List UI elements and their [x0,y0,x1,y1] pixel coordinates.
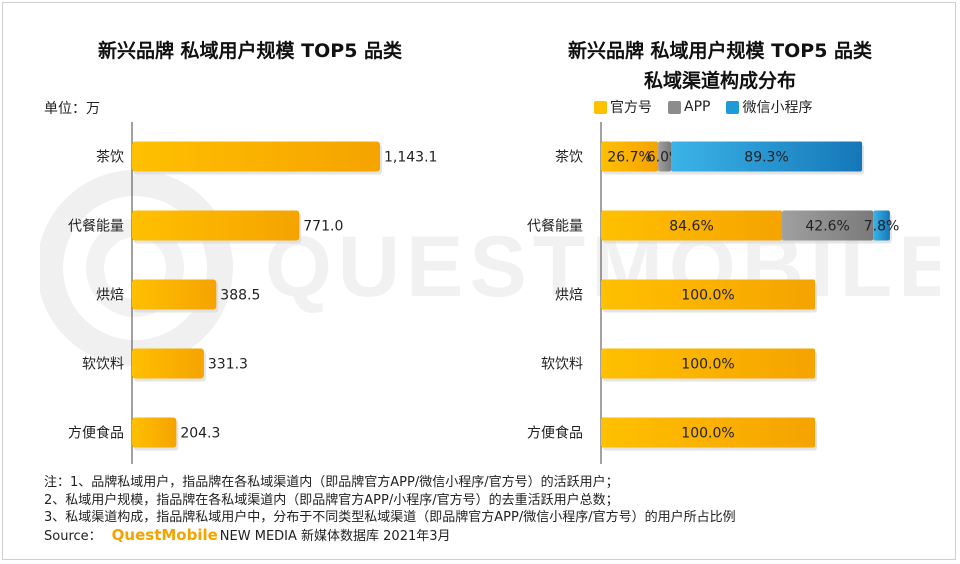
left-value-label-2: 388.5 [220,288,260,304]
source-label: Source： [44,528,102,544]
legend-swatch-app [668,100,681,114]
left-value-label-1: 771.0 [303,219,343,235]
right-category-label-3: 软饮料 [541,357,583,373]
right-segment-label-0-4: 100.0% [681,426,734,442]
right-segment-label-2-1: 7.8% [864,219,900,235]
right-segment-0-0 [601,141,659,172]
right-segment-label-0-1: 84.6% [669,219,713,235]
right-segment-1-0 [658,141,671,172]
note-line-3: 3、私域渠道构成，指品牌私域用户中，分布于不同类型私域渠道（即品牌官方APP/微… [44,510,736,525]
note-line-2: 2、私域用户规模，指品牌在各私域渠道内（即品牌官方APP/小程序/官方号）的去重… [44,492,619,508]
right-segment-2-0 [670,141,863,172]
left-value-label-0: 1,143.1 [384,150,437,166]
left-value-label-4: 204.3 [180,426,220,442]
right-segment-1-1 [782,210,874,241]
left-category-label-1: 代餐能量 [68,219,124,235]
right-segment-0-3 [601,348,815,379]
right-category-label-4: 方便食品 [527,425,583,442]
unit-label: 单位：万 [44,101,100,117]
right-category-label-0: 茶饮 [555,150,583,166]
left-chart-title: 新兴品牌 私域用户规模 TOP5 品类 [97,40,403,62]
right-segment-label-0-3: 100.0% [681,357,734,373]
right-segment-label-2-0: 89.3% [744,150,788,166]
right-segment-label-0-2: 100.0% [681,288,734,304]
left-category-label-3: 软饮料 [82,357,124,373]
left-category-label-4: 方便食品 [68,425,124,442]
legend-swatch-miniprogram [726,100,740,114]
legend: 官方号 APP 微信小程序 [594,97,812,117]
right-segment-label-1-1: 42.6% [805,219,849,235]
right-segment-label-0-0: 26.7% [607,150,651,166]
left-bar-2 [132,279,217,310]
legend-swatch-official [594,100,607,114]
left-bar-0 [132,141,380,172]
source-text: NEW MEDIA 新媒体数据库 2021年3月 [219,528,451,544]
left-bar-3 [132,348,204,379]
right-chart-subtitle: 私域渠道构成分布 [643,70,796,92]
legend-item-miniprogram: 微信小程序 [726,97,812,117]
right-category-label-2: 烘焙 [555,288,583,304]
left-category-label-2: 烘焙 [96,288,124,304]
left-category-label-0: 茶饮 [96,150,124,166]
left-value-label-3: 331.3 [208,357,248,373]
right-category-label-1: 代餐能量 [527,219,583,235]
left-bar-4 [132,417,177,448]
legend-label-miniprogram: 微信小程序 [742,100,813,116]
right-segment-2-1 [873,210,890,241]
legend-item-app: APP [668,97,710,117]
source-line: Source： QuestMobile NEW MEDIA 新媒体数据库 202… [44,525,736,546]
legend-item-official: 官方号 [594,97,652,117]
right-segment-0-1 [601,210,783,241]
right-chart-title: 新兴品牌 私域用户规模 TOP5 品类 [567,40,873,62]
note-line-1: 注：1、品牌私域用户，指品牌在各私域渠道内（即品牌官方APP/微信小程序/官方号… [44,475,619,490]
legend-label-app: APP [684,99,711,115]
left-bar-1 [132,210,300,241]
right-segment-0-4 [601,417,815,448]
source-brand: QuestMobile [111,525,218,544]
right-segment-0-2 [601,279,815,310]
footnotes: 注：1、品牌私域用户，指品牌在各私域渠道内（即品牌官方APP/微信小程序/官方号… [44,474,736,545]
legend-label-official: 官方号 [610,100,652,116]
